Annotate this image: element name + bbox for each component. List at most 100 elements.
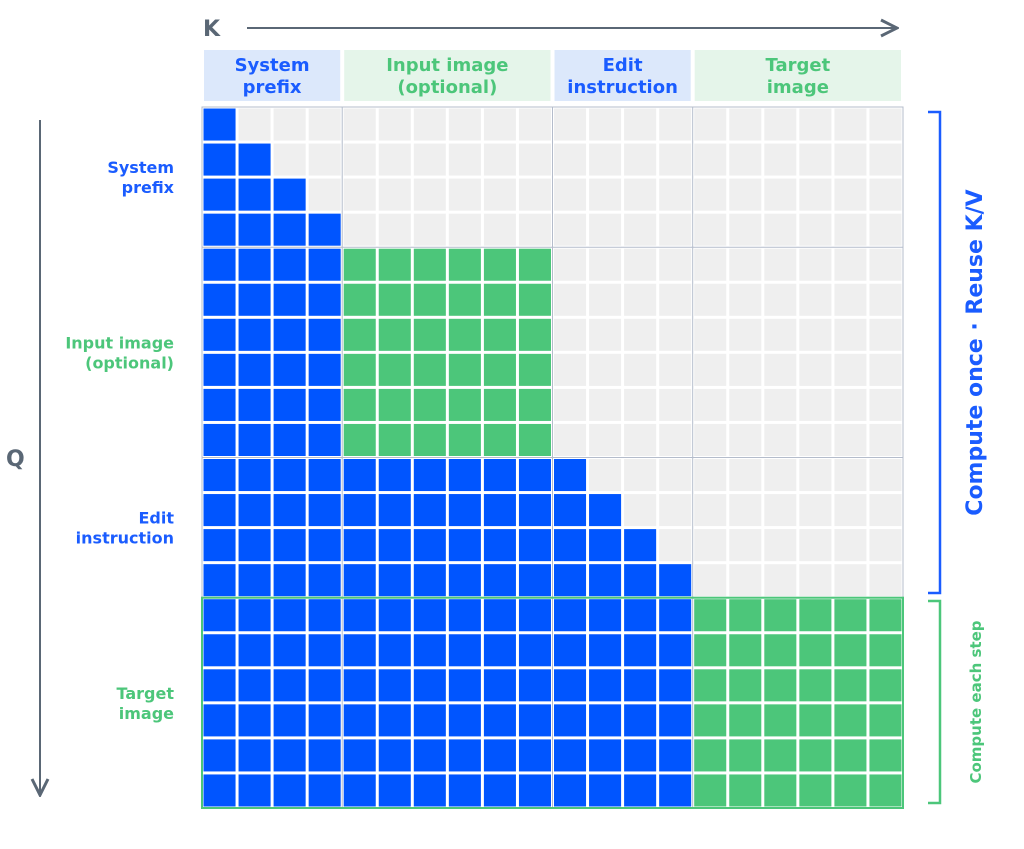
cell	[764, 704, 797, 737]
cell	[203, 248, 236, 281]
cell	[869, 248, 902, 281]
cell	[238, 599, 271, 632]
column-header-line: prefix	[243, 77, 302, 98]
cell	[729, 669, 762, 702]
bracket	[928, 599, 942, 805]
cell	[764, 388, 797, 421]
cell	[624, 774, 657, 807]
row-header-line: (optional)	[85, 353, 174, 372]
cell	[413, 318, 446, 351]
cell	[238, 634, 271, 667]
cell	[554, 108, 587, 141]
cell	[343, 318, 376, 351]
cell	[834, 283, 867, 316]
cell	[238, 213, 271, 246]
cell	[343, 213, 376, 246]
cell	[203, 388, 236, 421]
cell	[729, 283, 762, 316]
cell	[483, 108, 516, 141]
cell	[869, 634, 902, 667]
cell	[799, 353, 832, 386]
cell	[378, 739, 411, 772]
column-header-bg	[204, 50, 341, 101]
cell	[378, 248, 411, 281]
row-header-line: image	[119, 704, 174, 723]
cell	[448, 143, 481, 176]
cell	[694, 388, 727, 421]
cell	[448, 704, 481, 737]
cell	[659, 564, 692, 597]
cell	[589, 213, 622, 246]
cell	[308, 704, 341, 737]
cell	[203, 564, 236, 597]
cell	[378, 704, 411, 737]
cell	[273, 108, 306, 141]
cell	[203, 704, 236, 737]
cell	[729, 353, 762, 386]
cell	[413, 529, 446, 562]
cell	[694, 353, 727, 386]
cell	[764, 529, 797, 562]
cell	[624, 213, 657, 246]
column-header-line: (optional)	[397, 77, 497, 98]
cell	[483, 704, 516, 737]
cell	[378, 599, 411, 632]
cell	[694, 108, 727, 141]
cell	[624, 423, 657, 456]
cell	[659, 739, 692, 772]
cell	[764, 459, 797, 492]
cell	[273, 494, 306, 527]
cell	[554, 529, 587, 562]
cell	[413, 178, 446, 211]
cell	[589, 774, 622, 807]
cell	[729, 459, 762, 492]
row-header-line: instruction	[76, 529, 174, 548]
cell	[273, 774, 306, 807]
cell	[764, 634, 797, 667]
cell	[869, 213, 902, 246]
cell	[554, 599, 587, 632]
cell	[799, 459, 832, 492]
cell	[308, 318, 341, 351]
cell	[694, 599, 727, 632]
cell	[834, 494, 867, 527]
cell	[694, 248, 727, 281]
cell	[869, 739, 902, 772]
cell	[729, 318, 762, 351]
cell	[554, 318, 587, 351]
cell	[238, 739, 271, 772]
bracket-label: Compute each step	[967, 620, 985, 783]
cell	[203, 529, 236, 562]
cell	[624, 178, 657, 211]
cell	[554, 388, 587, 421]
cell	[273, 564, 306, 597]
cell	[518, 494, 551, 527]
cell	[203, 459, 236, 492]
cell	[413, 774, 446, 807]
cell	[869, 774, 902, 807]
cell	[869, 388, 902, 421]
cell	[694, 213, 727, 246]
cell	[554, 353, 587, 386]
cell	[483, 669, 516, 702]
cell	[729, 634, 762, 667]
cell	[554, 423, 587, 456]
cell	[869, 143, 902, 176]
cell	[589, 423, 622, 456]
cell	[343, 529, 376, 562]
row-header-line: System	[107, 158, 174, 177]
cell	[483, 353, 516, 386]
cell	[518, 423, 551, 456]
cell	[799, 248, 832, 281]
cell	[518, 353, 551, 386]
cell	[238, 564, 271, 597]
cell	[273, 704, 306, 737]
cell	[554, 143, 587, 176]
cell	[869, 318, 902, 351]
cell	[624, 283, 657, 316]
cell	[413, 143, 446, 176]
cell	[694, 564, 727, 597]
cell	[483, 529, 516, 562]
cell	[308, 143, 341, 176]
cell	[343, 108, 376, 141]
